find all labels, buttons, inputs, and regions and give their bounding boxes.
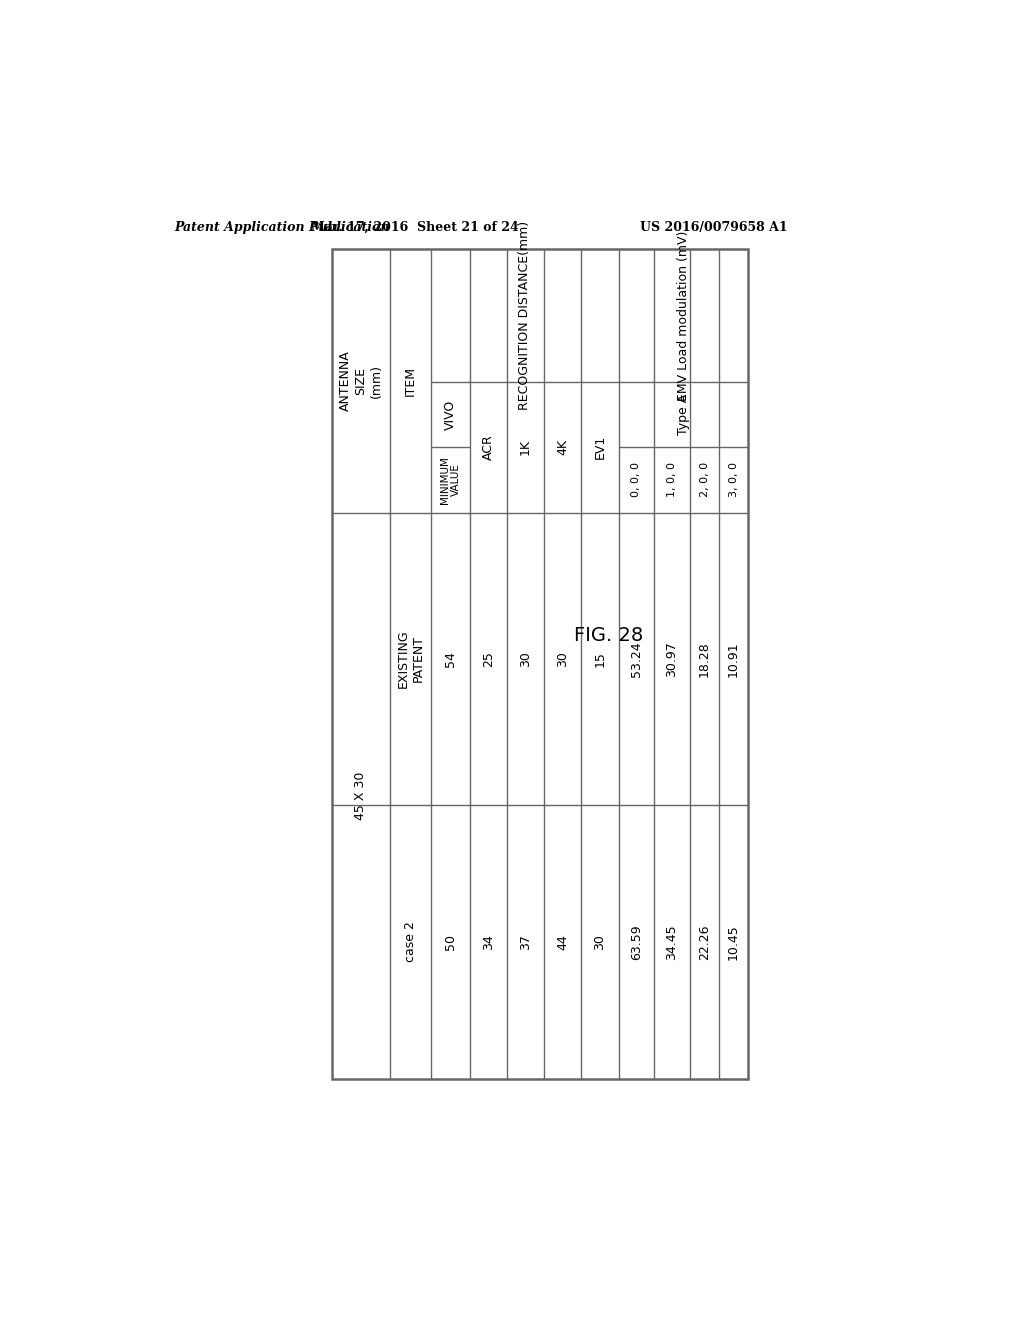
Text: 30: 30	[594, 935, 606, 950]
Text: 30: 30	[556, 651, 569, 667]
Text: VIVO: VIVO	[443, 400, 457, 429]
Text: ANTENNA
SIZE
(mm): ANTENNA SIZE (mm)	[339, 351, 382, 412]
Text: 63.59: 63.59	[630, 924, 643, 960]
Text: 44: 44	[556, 935, 569, 950]
Text: 45 X 30: 45 X 30	[354, 771, 368, 820]
Text: Type A: Type A	[677, 393, 690, 436]
Text: 4K: 4K	[556, 440, 569, 455]
Text: 18.28: 18.28	[698, 642, 711, 677]
Text: ITEM: ITEM	[404, 366, 417, 396]
Text: MINIMUM
VALUE: MINIMUM VALUE	[439, 455, 461, 504]
Text: EV1: EV1	[594, 436, 606, 459]
Text: 0, 0, 0: 0, 0, 0	[632, 462, 641, 498]
Text: 3, 0, 0: 3, 0, 0	[729, 462, 738, 498]
Text: 1K: 1K	[519, 440, 532, 455]
Text: Mar. 17, 2016  Sheet 21 of 24: Mar. 17, 2016 Sheet 21 of 24	[311, 222, 518, 234]
Bar	[332, 249, 748, 1078]
Text: case 2: case 2	[404, 921, 417, 962]
Text: 15: 15	[594, 651, 606, 667]
Text: ACR: ACR	[482, 434, 495, 461]
Text: RECOGNITION DISTANCE(mm): RECOGNITION DISTANCE(mm)	[518, 220, 531, 411]
Text: 54: 54	[443, 651, 457, 667]
Text: 30.97: 30.97	[666, 642, 679, 677]
Text: 34: 34	[482, 935, 495, 950]
Text: FIG. 28: FIG. 28	[573, 626, 643, 645]
Text: 10.91: 10.91	[727, 642, 740, 677]
Text: 25: 25	[482, 651, 495, 667]
Text: 53.24: 53.24	[630, 642, 643, 677]
Text: 1, 0, 0: 1, 0, 0	[667, 462, 677, 498]
Text: 10.45: 10.45	[727, 924, 740, 960]
Text: 34.45: 34.45	[666, 924, 679, 960]
Text: Patent Application Publication: Patent Application Publication	[174, 222, 390, 234]
Text: 30: 30	[519, 651, 532, 667]
Text: EXISTING
PATENT: EXISTING PATENT	[396, 630, 425, 688]
Text: US 2016/0079658 A1: US 2016/0079658 A1	[640, 222, 787, 234]
Text: 2, 0, 0: 2, 0, 0	[699, 462, 710, 498]
Text: EMV Load modulation (mV): EMV Load modulation (mV)	[677, 230, 690, 401]
Text: 50: 50	[443, 933, 457, 950]
Text: 22.26: 22.26	[698, 924, 711, 960]
Text: 37: 37	[519, 935, 532, 950]
